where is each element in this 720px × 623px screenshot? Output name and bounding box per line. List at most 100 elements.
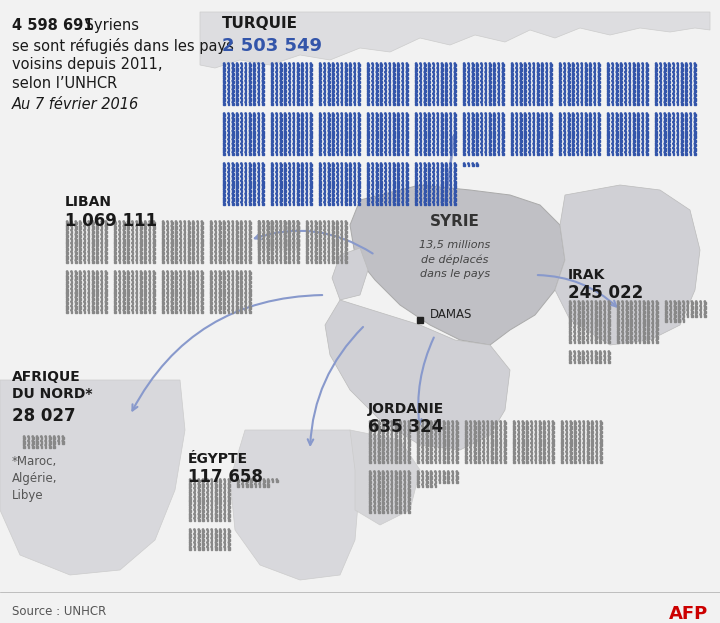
- Circle shape: [284, 126, 286, 127]
- Bar: [253, 114, 255, 117]
- Bar: [559, 144, 561, 146]
- Circle shape: [433, 126, 434, 127]
- Bar: [646, 144, 647, 146]
- Bar: [140, 307, 142, 309]
- Bar: [382, 476, 384, 478]
- Circle shape: [280, 117, 282, 118]
- Circle shape: [550, 147, 552, 149]
- Circle shape: [535, 447, 536, 448]
- Bar: [400, 472, 401, 474]
- Bar: [367, 153, 369, 155]
- Bar: [428, 144, 430, 146]
- Bar: [550, 131, 552, 133]
- Circle shape: [258, 229, 260, 231]
- Circle shape: [236, 288, 238, 290]
- Circle shape: [498, 113, 499, 114]
- Circle shape: [328, 147, 330, 149]
- Circle shape: [179, 310, 181, 311]
- Circle shape: [431, 451, 432, 452]
- Bar: [677, 85, 678, 88]
- Circle shape: [119, 280, 120, 281]
- Bar: [575, 460, 576, 463]
- Bar: [215, 298, 216, 300]
- Circle shape: [345, 76, 346, 77]
- Bar: [660, 98, 661, 101]
- Circle shape: [302, 171, 303, 173]
- Bar: [367, 114, 369, 117]
- Circle shape: [618, 314, 619, 315]
- Bar: [600, 319, 601, 321]
- Circle shape: [45, 436, 46, 437]
- Circle shape: [612, 76, 613, 77]
- Circle shape: [474, 425, 475, 427]
- Bar: [516, 148, 517, 151]
- Bar: [207, 510, 208, 512]
- Bar: [564, 144, 565, 146]
- Bar: [289, 186, 290, 188]
- Circle shape: [358, 139, 359, 140]
- Circle shape: [367, 189, 369, 190]
- Circle shape: [513, 429, 515, 431]
- Circle shape: [598, 130, 600, 131]
- Bar: [297, 103, 299, 105]
- Circle shape: [672, 97, 674, 98]
- Bar: [559, 72, 561, 75]
- Circle shape: [123, 221, 125, 222]
- Circle shape: [595, 340, 597, 341]
- Bar: [674, 307, 675, 308]
- Circle shape: [276, 184, 277, 186]
- Bar: [201, 252, 202, 254]
- Bar: [114, 272, 116, 274]
- Bar: [637, 140, 639, 142]
- Bar: [387, 498, 388, 500]
- Bar: [319, 256, 321, 259]
- Circle shape: [136, 238, 138, 239]
- Circle shape: [562, 447, 563, 448]
- Circle shape: [271, 251, 273, 252]
- Bar: [634, 328, 636, 330]
- Circle shape: [253, 163, 255, 164]
- Circle shape: [608, 359, 610, 361]
- Bar: [402, 177, 403, 179]
- Bar: [320, 153, 321, 155]
- Bar: [88, 256, 89, 259]
- Circle shape: [456, 438, 458, 439]
- Circle shape: [642, 97, 643, 98]
- Bar: [175, 256, 177, 259]
- Circle shape: [293, 247, 294, 248]
- Circle shape: [495, 438, 497, 439]
- Circle shape: [433, 197, 434, 199]
- Circle shape: [210, 238, 212, 239]
- Bar: [690, 103, 691, 105]
- Circle shape: [189, 546, 191, 548]
- Bar: [293, 248, 294, 250]
- Circle shape: [468, 84, 469, 86]
- Circle shape: [163, 292, 164, 294]
- Circle shape: [397, 102, 399, 103]
- Bar: [153, 222, 155, 224]
- Circle shape: [341, 147, 343, 149]
- Bar: [424, 90, 426, 92]
- Bar: [652, 307, 653, 308]
- Bar: [513, 452, 515, 454]
- Bar: [66, 252, 68, 254]
- Bar: [263, 252, 264, 254]
- Circle shape: [96, 283, 98, 285]
- Circle shape: [531, 460, 532, 461]
- Circle shape: [469, 455, 471, 457]
- Circle shape: [194, 538, 195, 539]
- Circle shape: [236, 176, 238, 177]
- Bar: [570, 422, 572, 424]
- Bar: [393, 186, 395, 188]
- Circle shape: [66, 297, 68, 298]
- Bar: [629, 69, 631, 70]
- Circle shape: [293, 202, 294, 203]
- Circle shape: [672, 88, 674, 90]
- Bar: [179, 239, 181, 242]
- Circle shape: [591, 310, 593, 311]
- Circle shape: [437, 121, 438, 123]
- Bar: [402, 164, 403, 166]
- Bar: [647, 336, 649, 339]
- Circle shape: [397, 93, 399, 95]
- Circle shape: [621, 102, 622, 103]
